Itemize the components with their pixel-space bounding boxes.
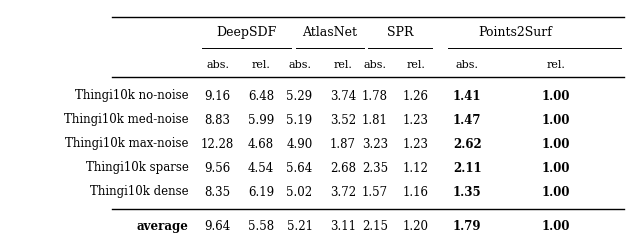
Text: 1.23: 1.23 [403, 114, 429, 126]
Text: 5.21: 5.21 [287, 220, 312, 233]
Text: 1.23: 1.23 [403, 138, 429, 150]
Text: Thingi10k med-noise: Thingi10k med-noise [64, 114, 189, 126]
Text: rel.: rel. [406, 60, 426, 70]
Text: 9.64: 9.64 [204, 220, 231, 233]
Text: Thingi10k sparse: Thingi10k sparse [86, 162, 189, 174]
Text: abs.: abs. [456, 60, 479, 70]
Text: 1.12: 1.12 [403, 162, 429, 174]
Text: 1.87: 1.87 [330, 138, 356, 150]
Text: 5.99: 5.99 [248, 114, 275, 126]
Text: abs.: abs. [364, 60, 387, 70]
Text: 1.00: 1.00 [541, 220, 570, 233]
Text: 8.35: 8.35 [205, 186, 230, 198]
Text: rel.: rel. [546, 60, 565, 70]
Text: Points2Surf: Points2Surf [478, 26, 552, 39]
Text: 2.15: 2.15 [362, 220, 388, 233]
Text: 3.52: 3.52 [330, 114, 356, 126]
Text: rel.: rel. [252, 60, 271, 70]
Text: 1.00: 1.00 [541, 114, 570, 126]
Text: 1.00: 1.00 [541, 90, 570, 102]
Text: 1.79: 1.79 [453, 220, 481, 233]
Text: 2.11: 2.11 [453, 162, 481, 174]
Text: 4.90: 4.90 [286, 138, 313, 150]
Text: 1.26: 1.26 [403, 90, 429, 102]
Text: 3.74: 3.74 [330, 90, 356, 102]
Text: 3.11: 3.11 [330, 220, 356, 233]
Text: 5.29: 5.29 [287, 90, 312, 102]
Text: SPR: SPR [387, 26, 413, 39]
Text: 2.35: 2.35 [362, 162, 388, 174]
Text: abs.: abs. [288, 60, 311, 70]
Text: average: average [137, 220, 189, 233]
Text: 3.72: 3.72 [330, 186, 356, 198]
Text: abs.: abs. [206, 60, 229, 70]
Text: 4.68: 4.68 [248, 138, 274, 150]
Text: 9.56: 9.56 [204, 162, 231, 174]
Text: rel.: rel. [333, 60, 353, 70]
Text: 5.58: 5.58 [248, 220, 274, 233]
Text: 1.00: 1.00 [541, 138, 570, 150]
Text: 5.19: 5.19 [287, 114, 312, 126]
Text: 1.16: 1.16 [403, 186, 429, 198]
Text: 1.47: 1.47 [453, 114, 481, 126]
Text: 1.78: 1.78 [362, 90, 388, 102]
Text: 3.23: 3.23 [362, 138, 388, 150]
Text: 9.16: 9.16 [205, 90, 230, 102]
Text: Thingi10k max-noise: Thingi10k max-noise [65, 138, 189, 150]
Text: 1.35: 1.35 [453, 186, 481, 198]
Text: 8.83: 8.83 [205, 114, 230, 126]
Text: AtlasNet: AtlasNet [302, 26, 357, 39]
Text: 2.62: 2.62 [453, 138, 481, 150]
Text: 12.28: 12.28 [201, 138, 234, 150]
Text: 1.20: 1.20 [403, 220, 429, 233]
Text: 2.68: 2.68 [330, 162, 356, 174]
Text: Thingi10k no-noise: Thingi10k no-noise [75, 90, 189, 102]
Text: 1.00: 1.00 [541, 162, 570, 174]
Text: 1.81: 1.81 [362, 114, 388, 126]
Text: 6.48: 6.48 [248, 90, 274, 102]
Text: 4.54: 4.54 [248, 162, 275, 174]
Text: Thingi10k dense: Thingi10k dense [90, 186, 189, 198]
Text: 1.57: 1.57 [362, 186, 388, 198]
Text: 5.64: 5.64 [286, 162, 313, 174]
Text: 6.19: 6.19 [248, 186, 274, 198]
Text: DeepSDF: DeepSDF [216, 26, 276, 39]
Text: 1.41: 1.41 [453, 90, 481, 102]
Text: 1.00: 1.00 [541, 186, 570, 198]
Text: 5.02: 5.02 [287, 186, 312, 198]
